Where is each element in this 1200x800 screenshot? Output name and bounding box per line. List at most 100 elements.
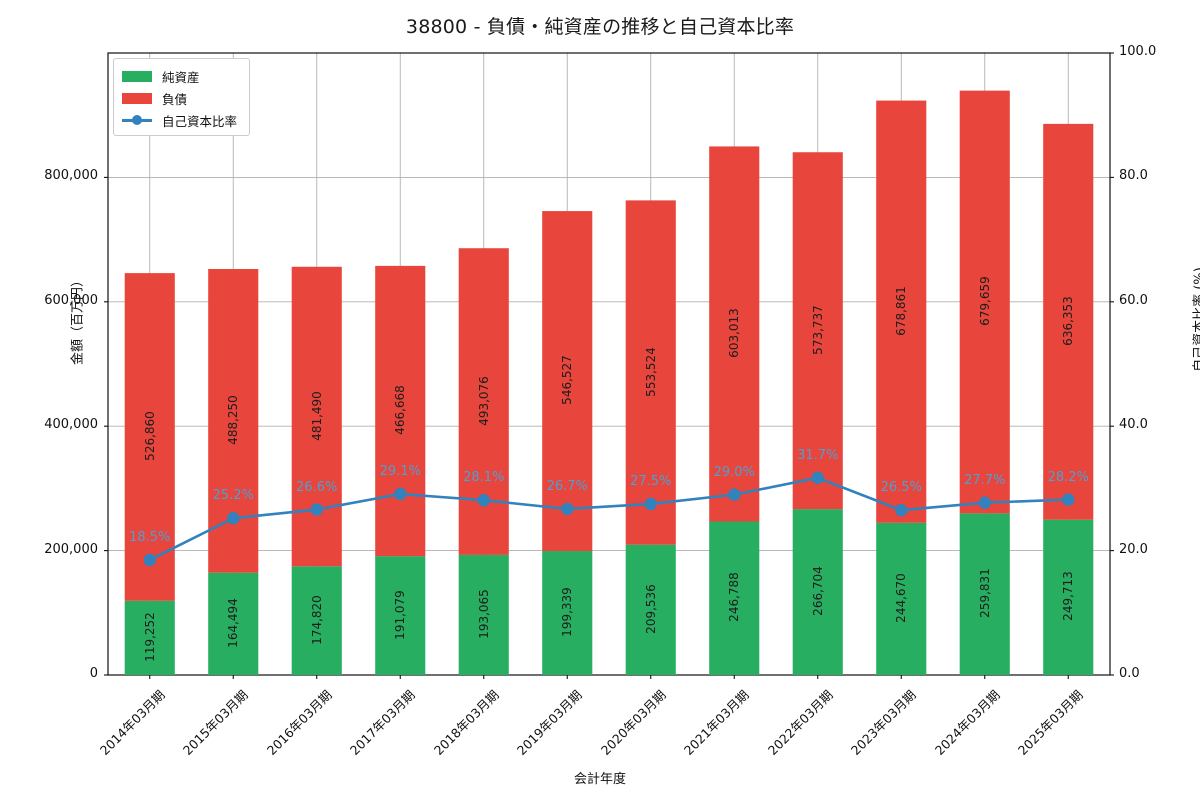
bar-value-liabilities: 493,076 [476,375,491,426]
bar-value-net-assets: 174,820 [309,594,324,645]
bar-segment-net-assets [208,572,259,675]
equity-ratio-value-label: 18.5% [129,529,171,545]
equity-ratio-value-label: 27.7% [964,472,1006,488]
equity-ratio-value-label: 31.7% [797,447,839,463]
equity-ratio-marker [310,503,323,516]
y-tick-label: 800,000 [44,168,98,184]
bar-segment-net-assets [876,522,927,675]
bar-segment-net-assets [709,521,760,675]
bar-group [124,90,1094,675]
bar-value-net-assets: 164,494 [226,598,241,648]
equity-ratio-marker [477,494,490,507]
legend-item-equity-ratio: 自己資本比率 [122,109,241,131]
y-tick-label: 0 [89,666,98,681]
bar-value-net-assets: 246,788 [727,572,742,623]
bar-segment-liabilities [542,211,593,552]
bar-segment-net-assets [792,509,843,675]
y2-tick-label: 40.0 [1119,417,1148,433]
plot-frame [107,52,1111,676]
legend-swatch-liabilities [122,92,152,104]
bar-segment-liabilities [792,152,843,510]
y-tick-label: 400,000 [44,417,98,433]
bar-value-liabilities: 553,524 [643,346,658,397]
equity-ratio-marker [811,471,824,485]
bar-segment-net-assets [458,554,509,675]
y2-tick-label: 80.0 [1119,168,1148,184]
legend-item-net-assets: 純資産 [122,65,241,87]
bar-value-net-assets: 193,065 [476,589,491,639]
equity-ratio-value-label: 26.6% [296,479,338,495]
bar-value-liabilities: 488,250 [226,395,241,445]
bar-segment-net-assets [1043,519,1094,675]
bar-segment-net-assets [625,544,676,675]
bar-value-liabilities: 573,737 [810,304,825,355]
equity-ratio-marker [895,503,908,517]
bar-value-net-assets: 244,670 [894,573,909,623]
bar-segment-net-assets [959,513,1010,675]
bar-segment-liabilities [375,265,426,557]
bar-value-liabilities: 546,527 [560,355,575,405]
y-tick-label: 600,000 [44,292,98,308]
bar-segment-liabilities [124,273,175,601]
legend-item-liabilities: 負債 [122,87,241,109]
y2-tick-label: 60.0 [1119,292,1148,308]
legend-label-net-assets: 純資産 [162,69,200,85]
equity-ratio-value-label: 26.5% [880,480,922,496]
bar-segment-liabilities [625,200,676,545]
bar-segment-net-assets [542,551,593,675]
bar-segment-liabilities [876,100,927,523]
y2-tick-label: 0.0 [1119,666,1140,681]
bar-value-net-assets: 259,831 [977,568,992,618]
legend-swatch-net-assets [122,70,152,82]
bar-value-net-assets: 191,079 [393,589,408,640]
legend-line-equity-ratio [122,115,152,126]
equity-ratio-value-label: 26.7% [546,478,588,494]
legend-label-equity-ratio: 自己資本比率 [162,113,238,129]
ratio-line [143,471,1075,567]
equity-ratio-marker [394,487,407,501]
equity-ratio-marker [227,512,240,525]
bar-segment-net-assets [291,566,342,675]
equity-ratio-value-label: 25.2% [212,488,254,504]
bar-value-net-assets: 209,536 [643,584,658,634]
x-axis-label: 会計年度 [573,772,626,787]
bar-value-liabilities: 679,659 [977,276,992,326]
equity-ratio-value-label: 29.1% [379,463,421,479]
legend-label-liabilities: 負債 [162,91,188,107]
y2-tick-label: 100.0 [1119,44,1157,59]
equity-ratio-value-label: 29.0% [713,464,755,480]
equity-ratio-marker [728,488,741,501]
bar-segment-liabilities [709,146,760,522]
equity-ratio-marker [143,553,156,567]
chart-legend: 純資産 負債 自己資本比率 [113,58,250,136]
bar-segment-net-assets [375,556,426,675]
bar-value-liabilities: 603,013 [727,308,742,358]
bar-segment-liabilities [1043,123,1094,520]
equity-ratio-value-label: 28.2% [1047,469,1089,485]
equity-ratio-marker [561,502,574,516]
bar-value-net-assets: 119,252 [142,612,157,662]
bar-value-net-assets: 199,339 [560,587,575,637]
axis-ticks [104,52,1114,679]
chart-title: 38800 - 負債・純資産の推移と自己資本比率 [405,16,795,38]
bar-value-net-assets: 266,704 [810,566,825,616]
equity-ratio-value-label: 27.5% [630,473,672,489]
equity-ratio-value-label: 28.1% [463,470,505,486]
bar-value-net-assets: 249,713 [1061,571,1076,622]
equity-ratio-marker [1062,493,1075,506]
bar-value-liabilities: 678,861 [894,285,909,336]
bar-value-liabilities: 636,353 [1061,295,1076,346]
equity-ratio-line-path [149,476,1069,562]
bar-value-liabilities: 481,490 [309,390,324,441]
bar-value-liabilities: 466,668 [393,385,408,435]
equity-ratio-marker [978,496,991,509]
bar-segment-net-assets [124,600,175,675]
bar-value-liabilities: 526,860 [142,411,157,461]
bar-segment-liabilities [959,90,1010,514]
equity-ratio-marker [644,497,657,511]
bar-segment-liabilities [291,266,342,567]
y2-tick-label: 20.0 [1119,541,1148,557]
y-tick-label: 200,000 [44,541,98,557]
